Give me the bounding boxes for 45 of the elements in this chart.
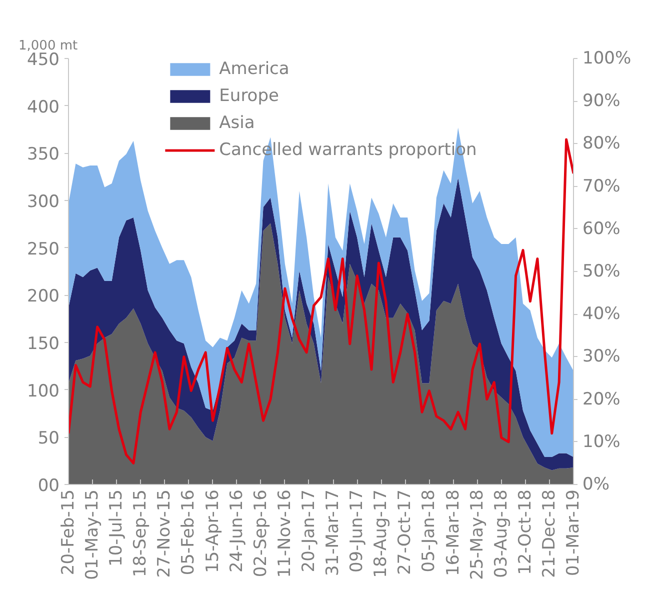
y2-tick-label: 100% [582,48,632,68]
x-tick-label: 02-Sep-16 [250,489,271,578]
y2-tick-label: 50% [582,262,620,282]
y2-tick-label: 40% [582,304,620,324]
y2-tick-label: 90% [582,91,620,112]
y-tick-label: 100 [27,381,60,402]
y-tick-label: 50 [38,428,60,449]
x-tick-label: 05-Feb-16 [178,489,199,576]
x-tick-label: 15-Apr-16 [202,489,223,573]
x-tick-label: 24-Jun-16 [226,489,247,573]
y-tick-label: 200 [27,286,60,307]
y2-tick-label: 70% [582,176,620,196]
y2-tick-label: 0% [582,474,610,494]
y2-tick-label: 10% [582,432,620,452]
x-tick-label: 25-May-18 [467,489,488,580]
legend-label: America [219,58,290,80]
x-tick-label: 10-Jul-15 [106,489,127,566]
y2-tick-label: 80% [582,134,620,154]
x-tick-label: 16-Mar-18 [443,489,464,576]
y-tick-label: 00 [38,476,60,496]
y2-tick-label: 60% [582,218,620,239]
x-tick-label: 27-Oct-17 [395,489,416,575]
x-tick-label: 18-Aug-17 [371,489,392,578]
y2-tick-label: 30% [582,346,620,367]
x-tick-label: 01-May-15 [82,489,103,580]
y-tick-label: 250 [27,239,60,260]
x-tick-label: 20-Feb-15 [58,489,78,576]
x-tick-label: 01-Mar-19 [564,489,584,576]
x-tick-label: 03-Aug-18 [491,489,512,578]
x-tick-label: 27-Nov-15 [154,489,175,578]
legend-label: Asia [219,112,255,134]
y-tick-label: 150 [27,334,60,354]
legend-label: Europe [219,85,279,107]
y2-tick-label: 20% [582,389,620,410]
x-tick-label: 12-Oct-18 [515,489,536,575]
x-tick-label: 09-Jun-17 [347,489,368,573]
x-tick-label: 18-Sep-15 [130,489,151,578]
x-tick-label: 05-Jan-18 [419,489,440,572]
x-tick-label: 20-Jan-17 [298,489,319,572]
x-tick-label: 31-Mar-17 [323,489,344,576]
y-tick-label: 300 [27,192,60,212]
x-tick-label: 21-Dec-18 [539,489,560,578]
y-tick-label: 350 [27,144,60,165]
x-tick-label: 11-Nov-16 [274,489,295,578]
y-tick-label: 400 [27,97,60,118]
